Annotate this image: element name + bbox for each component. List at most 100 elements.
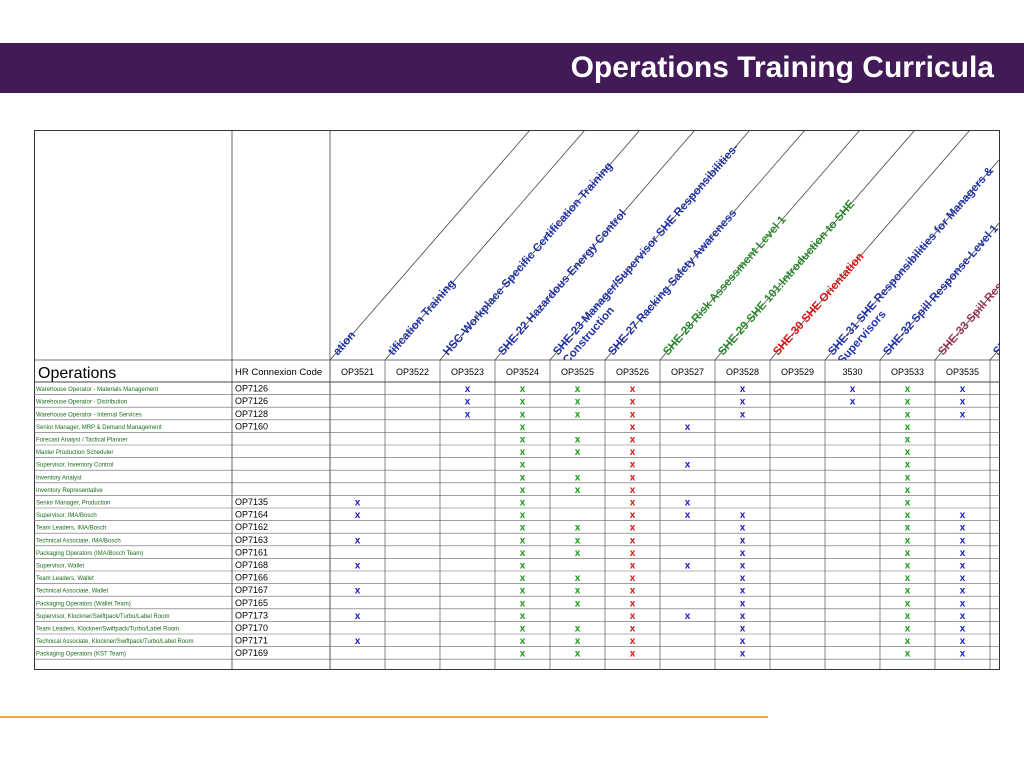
training-mark: x: [685, 460, 691, 471]
table-row: Packaging Operators (KST Team) OP7169 x x x x…: [34, 648, 1000, 660]
course-title: SHE-28 Risk Assessment Level 1: [661, 213, 789, 358]
role-name: Team Leaders, Klockner/Swiftpack/Turbo/L…: [36, 627, 179, 633]
hr-code: OP7161: [235, 547, 268, 557]
operations-label: Operations: [38, 365, 116, 382]
training-mark: x: [905, 586, 911, 597]
training-mark: x: [575, 586, 581, 597]
training-mark: x: [355, 636, 361, 647]
header-diagonal: [604, 130, 806, 360]
column-code: OP3535: [946, 367, 979, 377]
training-mark: x: [520, 447, 526, 458]
table-row: Warehouse Operator - Distribution OP7126 x…: [34, 396, 1000, 408]
table-row: Warehouse Operator - Materials Managemen…: [34, 384, 1000, 395]
hr-code: OP7163: [235, 535, 268, 545]
column-code: OP3524: [506, 367, 539, 377]
training-mark: x: [905, 624, 911, 635]
training-mark: x: [740, 649, 746, 660]
column-code: OP3533: [891, 367, 924, 377]
training-mark: x: [850, 397, 856, 408]
hr-code: OP7168: [235, 560, 268, 570]
training-mark: x: [520, 548, 526, 559]
training-mark: x: [850, 384, 856, 395]
training-mark: x: [960, 586, 966, 597]
hr-code: OP7135: [235, 497, 268, 507]
training-mark: x: [575, 548, 581, 559]
column-code: OP3529: [781, 367, 814, 377]
training-mark: x: [960, 548, 966, 559]
training-mark: x: [520, 472, 526, 483]
training-mark: x: [520, 384, 526, 395]
training-mark: x: [905, 485, 911, 496]
training-mark: x: [575, 649, 581, 660]
table-row: Team Leaders, Klockner/Swiftpack/Turbo/L…: [34, 623, 1000, 635]
header-diagonal: [330, 130, 531, 360]
hr-code: OP7170: [235, 623, 268, 633]
training-mark: x: [960, 573, 966, 584]
hr-code: OP7164: [235, 510, 268, 520]
hr-code: OP7126: [235, 396, 268, 406]
training-mark: x: [905, 460, 911, 471]
training-mark: x: [740, 598, 746, 609]
training-mark: x: [685, 510, 691, 521]
table-row: Team Leaders, Wallet OP7166 x x x x x x: [34, 573, 1000, 584]
course-title-line: SHE-28 Risk Assessment Level 1: [661, 213, 789, 358]
role-name: Warehouse Operator - Materials Managemen…: [36, 387, 158, 393]
table-row: Supervisor, Klockner/Swiftpack/Turbo/Lab…: [34, 610, 1000, 622]
header-diagonal: [549, 130, 751, 360]
training-mark: x: [575, 409, 581, 420]
training-mark: x: [575, 485, 581, 496]
table-row: Team Leaders, IMA/Bosch OP7162 x x x x x x: [34, 522, 1000, 534]
training-mark: x: [465, 409, 471, 420]
course-title-line: ation: [331, 329, 358, 358]
training-mark: x: [905, 636, 911, 647]
training-mark: x: [355, 510, 361, 521]
training-mark: x: [740, 523, 746, 534]
training-mark: x: [905, 548, 911, 559]
role-name: Supervisor, Inventory Control: [36, 463, 113, 469]
training-mark: x: [630, 586, 636, 597]
training-mark: x: [905, 472, 911, 483]
role-name: Supervisor, Klockner/Swiftpack/Turbo/Lab…: [36, 614, 170, 620]
header-diagonal: [384, 130, 586, 360]
training-mark: x: [905, 447, 911, 458]
training-mark: x: [740, 636, 746, 647]
training-mark: x: [905, 498, 911, 509]
column-code: OP3526: [616, 367, 649, 377]
training-mark: x: [960, 397, 966, 408]
role-name: Senior Manager, Production: [36, 501, 110, 507]
role-name: Warehouse Operator - Internal Services: [36, 412, 142, 418]
training-mark: x: [465, 384, 471, 395]
training-mark: x: [575, 624, 581, 635]
training-mark: x: [575, 573, 581, 584]
training-mark: x: [960, 561, 966, 572]
training-mark: x: [685, 422, 691, 433]
training-mark: x: [355, 561, 361, 572]
column-code: OP3525: [561, 367, 594, 377]
training-mark: x: [355, 498, 361, 509]
training-mark: x: [520, 460, 526, 471]
training-mark: x: [520, 510, 526, 521]
role-name: Supervisor, IMA/Bosch: [36, 513, 97, 519]
hr-code: OP7173: [235, 610, 268, 620]
training-mark: x: [905, 561, 911, 572]
training-mark: x: [575, 384, 581, 395]
training-mark: x: [960, 409, 966, 420]
training-mark: x: [630, 561, 636, 572]
training-mark: x: [630, 397, 636, 408]
header-diagonal: [494, 130, 696, 360]
training-mark: x: [905, 573, 911, 584]
column-code: 3530: [842, 367, 862, 377]
training-mark: x: [630, 598, 636, 609]
training-mark: x: [740, 611, 746, 622]
table-row: Supervisor, IMA/Bosch OP7164 x x x x x x x: [34, 510, 1000, 521]
training-mark: x: [960, 598, 966, 609]
training-mark: x: [575, 636, 581, 647]
training-mark: x: [520, 435, 526, 446]
training-mark: x: [575, 435, 581, 446]
training-mark: x: [630, 472, 636, 483]
training-mark: x: [630, 636, 636, 647]
page-title: Operations Training Curricula: [570, 51, 994, 84]
training-mark: x: [575, 523, 581, 534]
training-mark: x: [740, 548, 746, 559]
training-mark: x: [630, 573, 636, 584]
